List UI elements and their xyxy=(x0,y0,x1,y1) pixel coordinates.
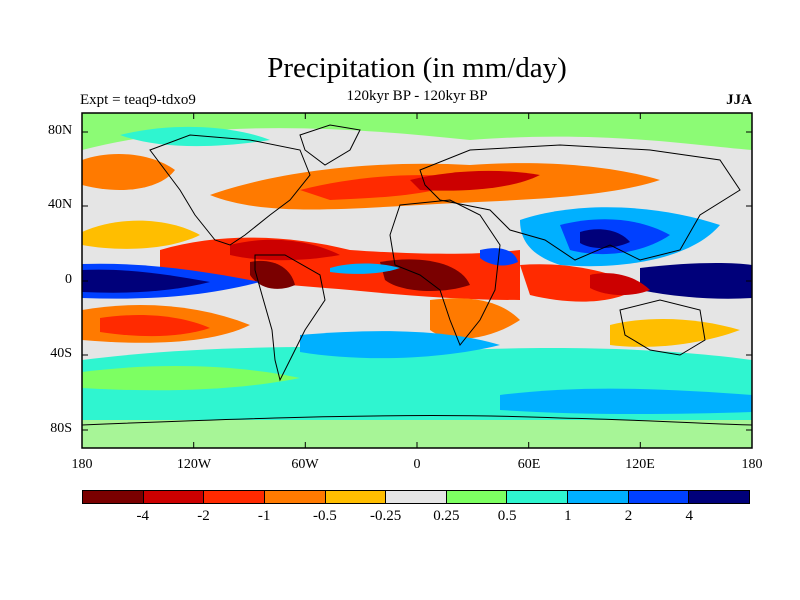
colorbar-box-3 xyxy=(264,491,326,503)
field-tropic-yellow xyxy=(82,220,200,249)
colorbar-label-3: -0.5 xyxy=(313,508,337,524)
xtick-label-60w: 60W xyxy=(291,457,319,472)
field-australia-yellow xyxy=(610,318,740,347)
coast-north-america xyxy=(149,134,311,246)
colorbar-box-9 xyxy=(628,491,690,503)
colorbar-label-6: 0.5 xyxy=(497,508,517,524)
field-monsoon-darkblue xyxy=(580,229,630,249)
xtick-label-180e: 180 xyxy=(741,457,763,472)
field-southatlantic-cyan xyxy=(300,331,500,359)
colorbar xyxy=(82,490,750,504)
field-antarctic-green xyxy=(82,420,752,448)
field-southafrica-orange xyxy=(430,298,520,339)
colorbar-label-2: -1 xyxy=(257,508,271,524)
colorbar-box-2 xyxy=(204,491,265,503)
colorbar-box-4 xyxy=(325,491,387,503)
xtick-label-60e: 60E xyxy=(517,457,541,472)
coast-eurasia xyxy=(419,144,741,261)
field-southern-cyan xyxy=(500,388,752,415)
chart-title: Precipitation (in mm/day) xyxy=(267,52,567,84)
coastlines xyxy=(82,124,752,426)
colorbar-label-5: 0.25 xyxy=(433,508,460,524)
experiment-label: Expt = teaq9-tdxo9 xyxy=(80,92,196,108)
field-southern-green xyxy=(82,366,300,391)
ytick-label-40s: 40S xyxy=(50,346,72,361)
colorbar-label-1: -2 xyxy=(197,508,210,524)
axis-ticks xyxy=(82,113,752,448)
season-label: JJA xyxy=(726,92,752,108)
colorbar-box-0 xyxy=(83,491,144,503)
coast-south-america xyxy=(254,254,326,382)
coast-antarctica xyxy=(82,415,752,426)
ytick-label-40n: 40N xyxy=(48,197,73,212)
xtick-label-120w: 120W xyxy=(176,457,212,472)
field-europe-darkred xyxy=(410,170,540,191)
colorbar-box-6 xyxy=(446,491,508,503)
chart-subtitle: 120kyr BP - 120kyr BP xyxy=(346,88,488,104)
colorbar-box-7 xyxy=(507,491,569,503)
colorbar-box-5 xyxy=(386,491,447,503)
ytick-label-80s: 80S xyxy=(50,421,72,436)
field-spacific-red xyxy=(100,315,210,337)
coast-greenland xyxy=(299,124,361,166)
coast-australia xyxy=(619,299,706,356)
field-indonesia-darkred xyxy=(590,273,650,296)
colorbar-label-7: 1 xyxy=(564,508,572,524)
field-arctic-positive xyxy=(82,113,752,150)
ytick-label-80n: 80N xyxy=(48,123,73,138)
field-atlantic-cyan xyxy=(330,263,400,274)
colorbar-box-10 xyxy=(689,491,750,503)
colorbar-box-1 xyxy=(143,491,205,503)
xtick-label-180w: 180 xyxy=(71,457,93,472)
ytick-label-0: 0 xyxy=(65,272,72,287)
coast-africa xyxy=(389,199,501,346)
colorbar-label-0: -4 xyxy=(136,508,149,524)
colorbar-box-8 xyxy=(568,491,629,503)
xtick-label-0: 0 xyxy=(413,457,421,472)
field-npacific-orange xyxy=(82,154,175,190)
colorbar-label-8: 2 xyxy=(624,508,633,524)
field-amazon-darkest xyxy=(250,260,295,289)
field-arctic-teal xyxy=(120,126,270,147)
colorbar-label-9: 4 xyxy=(685,508,694,524)
field-westpacific-darkblue xyxy=(640,263,752,299)
colorbar-label-4: -0.25 xyxy=(370,508,402,524)
xtick-label-120e: 120E xyxy=(625,457,655,472)
field-westafrica-darkest xyxy=(380,259,470,292)
field-eqpacific-darkblue xyxy=(82,269,210,293)
